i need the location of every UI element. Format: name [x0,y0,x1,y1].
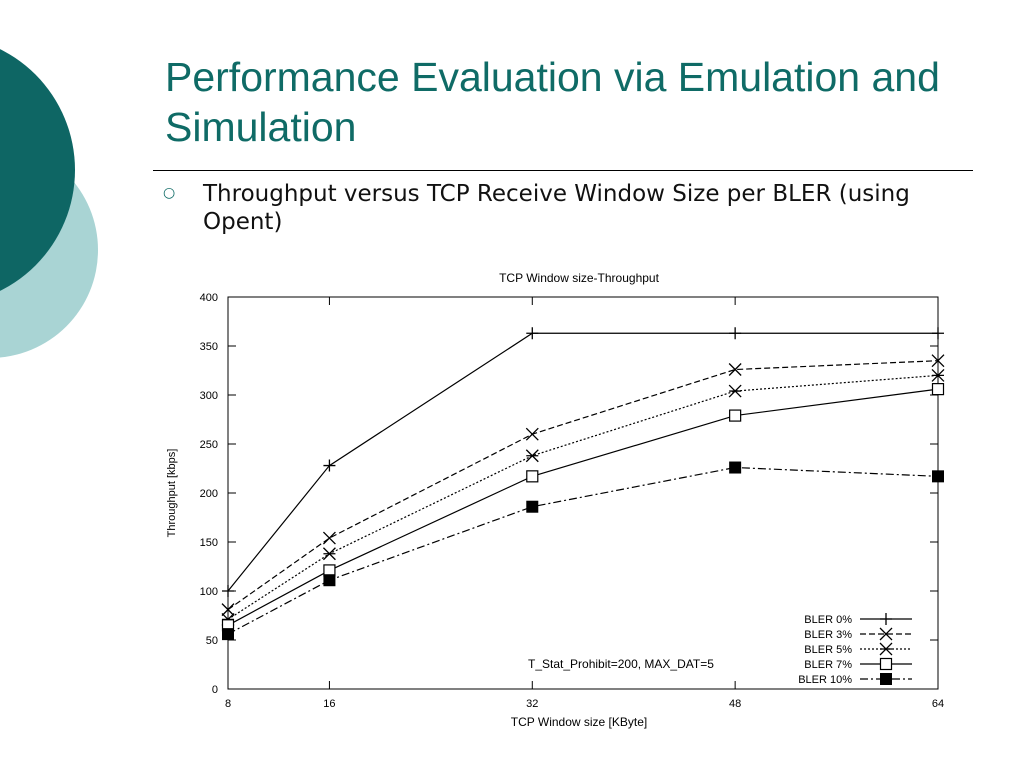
y-tick-label: 400 [200,292,218,304]
legend-marker [880,613,892,625]
series-1 [222,327,944,597]
y-tick-label: 150 [200,537,218,549]
data-point [932,327,944,340]
data-point [526,327,539,340]
data-point [323,574,336,587]
legend-marker [880,673,892,685]
slide-title: Performance Evaluation via Emulation and… [165,54,940,150]
slide-decoration [0,49,98,358]
throughput-chart: TCP Window size-Throughput 0 50 100 150 200 2… [166,271,945,729]
legend-entry-label: BLER 10% [798,674,852,686]
data-point [729,409,742,422]
chart-title: TCP Window size-Throughput [499,271,660,285]
legend-entry-label: BLER 7% [804,659,852,671]
series-2 [221,354,945,617]
series-line [227,374,939,620]
x-tick-label: 32 [526,698,538,710]
legend-entry-label: BLER 5% [804,644,852,656]
y-tick-label: 350 [200,341,218,353]
x-tick-label: 48 [729,698,741,710]
data-point [729,461,742,474]
legend-entry-label: BLER 0% [804,614,852,626]
data-point [525,449,539,463]
data-point [931,383,945,396]
title-divider [153,170,973,171]
x-tick-label: 64 [932,698,944,710]
data-point [525,427,539,441]
series-line [227,332,938,592]
data-point [931,354,945,368]
series-line [227,388,939,626]
data-point [222,585,234,597]
data-point [932,470,944,483]
bullet-text: Throughput versus TCP Receive Window Siz… [203,181,910,235]
data-point [322,547,336,561]
data-point [728,363,742,376]
data-point [322,531,336,545]
decoration-circle-dark [0,49,75,291]
legend-marker [879,657,893,671]
legend-marker [879,642,893,656]
y-tick-label: 300 [200,390,218,402]
y-tick-label: 0 [212,684,218,696]
series-3 [221,368,945,626]
data-point [728,384,742,398]
x-tick-label: 8 [225,698,231,710]
series-line [227,466,939,635]
data-point [222,628,234,641]
x-axis-label: TCP Window size [KByte] [511,715,648,729]
chart-legend: BLER 0% BLER 3% BLER 5% BLER 7% BLER 10% [798,613,912,686]
y-axis-label: Throughput [kbps] [166,449,178,538]
data-point [323,459,336,472]
y-tick-label: 250 [200,439,218,451]
data-point [729,327,742,340]
data-point [931,368,945,382]
series-4 [221,383,945,632]
data-point [221,603,235,617]
y-tick-label: 50 [206,635,218,647]
legend-marker [879,627,893,641]
data-point [526,470,539,483]
series-5 [222,461,944,641]
data-point [526,500,539,513]
legend-entry-label: BLER 3% [804,629,852,641]
x-tick-label: 16 [323,698,335,710]
bullet-circle-icon: ○ [163,185,176,201]
y-tick-label: 200 [200,488,218,500]
y-tick-label: 100 [200,586,218,598]
chart-annotation: T_Stat_Prohibit=200, MAX_DAT=5 [528,657,714,671]
